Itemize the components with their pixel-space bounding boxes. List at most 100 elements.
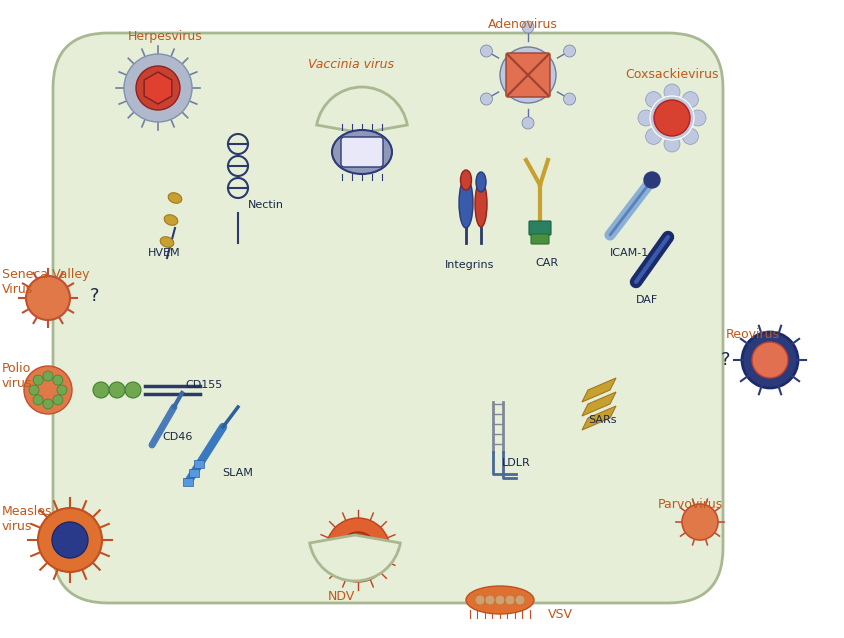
Circle shape (638, 110, 654, 126)
Circle shape (564, 45, 576, 57)
Wedge shape (316, 87, 408, 133)
Circle shape (38, 508, 102, 572)
Text: SLAM: SLAM (222, 468, 253, 478)
Circle shape (355, 557, 361, 563)
Circle shape (348, 554, 354, 560)
Polygon shape (144, 72, 172, 104)
FancyBboxPatch shape (506, 53, 550, 97)
Circle shape (362, 540, 368, 546)
Circle shape (495, 595, 505, 605)
Text: HVEM: HVEM (148, 248, 181, 258)
FancyBboxPatch shape (183, 478, 193, 486)
Ellipse shape (459, 178, 473, 228)
Circle shape (348, 540, 354, 546)
FancyBboxPatch shape (53, 33, 723, 603)
Circle shape (340, 532, 376, 568)
Circle shape (124, 54, 192, 122)
FancyBboxPatch shape (188, 469, 198, 477)
Circle shape (53, 375, 63, 385)
Text: Nectin: Nectin (248, 200, 284, 210)
Circle shape (650, 96, 694, 140)
Circle shape (515, 595, 525, 605)
Circle shape (522, 117, 534, 129)
FancyBboxPatch shape (531, 234, 549, 244)
Circle shape (683, 92, 698, 108)
Circle shape (654, 100, 690, 136)
Text: Coxsackievirus: Coxsackievirus (625, 68, 718, 81)
Circle shape (682, 504, 718, 540)
FancyBboxPatch shape (194, 461, 204, 468)
Text: CD46: CD46 (162, 432, 192, 442)
Text: SARs: SARs (588, 415, 616, 425)
FancyBboxPatch shape (341, 137, 383, 167)
Ellipse shape (475, 181, 487, 227)
Ellipse shape (476, 172, 486, 192)
Text: VSV: VSV (548, 608, 573, 621)
Text: Reovirus: Reovirus (726, 328, 780, 341)
Text: Adenovirus: Adenovirus (488, 18, 558, 31)
Polygon shape (582, 378, 616, 402)
Circle shape (480, 93, 492, 105)
Ellipse shape (168, 193, 181, 204)
Circle shape (345, 547, 351, 553)
FancyBboxPatch shape (529, 221, 551, 235)
Text: DAF: DAF (636, 295, 658, 305)
Circle shape (485, 595, 495, 605)
Text: ?: ? (90, 287, 100, 305)
Circle shape (125, 382, 141, 398)
Circle shape (742, 332, 798, 388)
Circle shape (365, 547, 371, 553)
Polygon shape (582, 406, 616, 430)
Circle shape (475, 595, 485, 605)
Text: Parvovirus: Parvovirus (658, 498, 723, 511)
Ellipse shape (461, 170, 472, 190)
Circle shape (362, 554, 368, 560)
Text: ICAM-1: ICAM-1 (610, 248, 649, 258)
Circle shape (136, 66, 180, 110)
Text: ?: ? (722, 351, 731, 369)
Text: Seneca Valley
Virus: Seneca Valley Virus (2, 268, 89, 296)
Text: Vaccinia virus: Vaccinia virus (308, 58, 394, 71)
Circle shape (646, 128, 662, 144)
Circle shape (57, 385, 67, 395)
Circle shape (752, 342, 788, 378)
Circle shape (505, 595, 515, 605)
Ellipse shape (160, 237, 174, 248)
Circle shape (43, 399, 53, 409)
Circle shape (500, 47, 556, 103)
Circle shape (29, 385, 39, 395)
Circle shape (26, 276, 70, 320)
Text: CAR: CAR (535, 258, 558, 268)
Wedge shape (310, 535, 400, 581)
Circle shape (24, 366, 72, 414)
Polygon shape (582, 392, 616, 416)
Text: CD155: CD155 (185, 380, 222, 390)
Circle shape (326, 518, 390, 582)
Ellipse shape (165, 215, 178, 225)
Text: NDV: NDV (328, 590, 355, 603)
Text: Measles
virus: Measles virus (2, 505, 52, 533)
Circle shape (52, 522, 88, 558)
Text: LDLR: LDLR (502, 458, 531, 468)
Circle shape (109, 382, 125, 398)
Circle shape (690, 110, 706, 126)
Circle shape (33, 375, 43, 385)
Circle shape (564, 93, 576, 105)
Text: Polio
virus: Polio virus (2, 362, 32, 390)
Circle shape (664, 136, 680, 152)
Circle shape (644, 172, 660, 188)
Circle shape (93, 382, 109, 398)
Ellipse shape (332, 130, 392, 174)
Text: Herpesvirus: Herpesvirus (128, 30, 203, 43)
Circle shape (355, 537, 361, 543)
Text: Integrins: Integrins (445, 260, 495, 270)
Circle shape (646, 92, 662, 108)
Circle shape (480, 45, 492, 57)
Circle shape (683, 128, 698, 144)
Ellipse shape (466, 586, 534, 614)
Circle shape (33, 395, 43, 405)
Circle shape (522, 21, 534, 33)
Circle shape (43, 371, 53, 381)
Circle shape (53, 395, 63, 405)
Circle shape (664, 84, 680, 100)
